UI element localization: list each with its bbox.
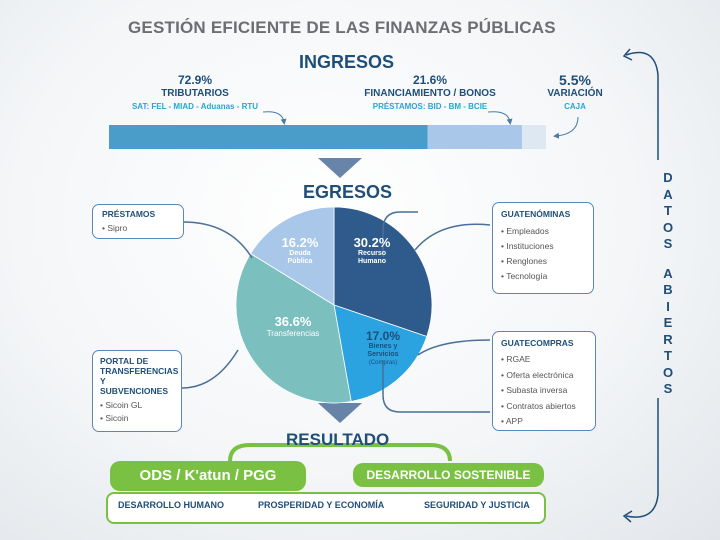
financiamiento-pct: 21.6% — [412, 73, 448, 87]
guatecompras-item: RGAE — [501, 352, 587, 368]
guatecompras-item: Contratos abiertos — [501, 399, 587, 415]
slice-recurso-humano: 30.2% Recurso Humano — [353, 235, 391, 265]
egresos-heading: EGRESOS — [303, 182, 393, 202]
ingresos-bar-variacion — [521, 125, 546, 149]
ingresos-bar-financiamiento — [427, 125, 522, 149]
guatecompras-item: Oferta electrónica — [501, 368, 587, 384]
guatenominas-item: Renglones — [501, 254, 585, 269]
guatenominas-item: Tecnología — [501, 269, 585, 284]
resultado-bracket — [228, 443, 452, 462]
portal-title-2: TRANSFERENCIAS — [100, 366, 179, 376]
guatecompras-title: GUATECOMPRAS — [501, 338, 574, 348]
ods-katun-pgg-banner: ODS / K'atun / PGG — [110, 461, 306, 491]
portal-box: PORTAL DE TRANSFERENCIAS Y SUBVENCIONES … — [92, 350, 182, 432]
desarrollo-humano: DESARROLLO HUMANO — [118, 500, 224, 510]
guatenominas-item: Instituciones — [501, 239, 585, 254]
tributarios-label: TRIBUTARIOS — [161, 88, 229, 99]
guatecompras-box: GUATECOMPRAS RGAE Oferta electrónica Sub… — [492, 331, 596, 431]
guatenominas-item: Empleados — [501, 224, 585, 239]
resultado-heading: RESULTADO — [286, 430, 390, 449]
pie-slice-bienes-servicios — [333, 304, 428, 402]
datos-arrow-bottom — [625, 398, 659, 518]
ingresos-bar-tributarios — [109, 125, 428, 149]
result-outcomes-box: DESARROLLO HUMANO PROSPERIDAD Y ECONOMÍA… — [106, 492, 546, 524]
desarrollo-sostenible-banner: DESARROLLO SOSTENIBLE — [353, 463, 544, 487]
prestamos-box: PRÉSTAMOS Sipro — [92, 204, 184, 239]
guatenominas-connector — [414, 223, 491, 251]
prestamos-item: Sipro — [102, 222, 174, 235]
nominas-bracket — [382, 211, 418, 257]
portal-item: Sicoin — [100, 412, 174, 425]
variacion-label: VARIACIÓN — [547, 88, 603, 99]
guatenominas-title: GUATENÓMINAS — [501, 209, 571, 219]
financiamiento-arrow — [487, 111, 513, 125]
portal-title-3: Y SUBVENCIONES — [100, 376, 169, 396]
tributarios-pct: 72.9% — [177, 73, 213, 87]
ingresos-heading: INGRESOS — [299, 52, 395, 72]
ingresos-bar — [109, 125, 546, 149]
arrow-to-egresos — [318, 158, 362, 178]
financiamiento-sub: PRÉSTAMOS: BID - BM - BCIE — [372, 102, 488, 111]
portal-connector — [181, 349, 239, 389]
variacion-sub: CAJA — [564, 102, 586, 111]
portal-title-1: PORTAL DE — [100, 356, 149, 366]
guatecompras-connector — [417, 339, 491, 356]
guatecompras-item: APP — [501, 414, 587, 430]
tributarios-sub: SAT: FEL - MIAD - Aduanas - RTU — [131, 102, 259, 111]
variacion-pct: 5.5% — [559, 72, 591, 88]
seguridad-justicia: SEGURIDAD Y JUSTICIA — [424, 500, 530, 510]
slice-transferencias: 36.6% Transferencias — [266, 314, 320, 338]
datos-arrow-top — [625, 51, 659, 160]
compras-bracket — [382, 360, 490, 413]
guatenominas-box: GUATENÓMINAS Empleados Instituciones Ren… — [492, 202, 594, 294]
slice-bienes-servicios: 17.0% Bienes y Servicios (Compras) — [365, 329, 401, 366]
pie-slice-recurso-humano — [333, 206, 433, 337]
slice-deuda-publica: 16.2% Deuda Pública — [281, 235, 319, 265]
financiamiento-label: FINANCIAMIENTO / BONOS — [364, 88, 496, 99]
tributarios-arrow — [262, 111, 287, 125]
prosperidad-economia: PROSPERIDAD Y ECONOMÍA — [258, 500, 385, 510]
guatecompras-item: Subasta inversa — [501, 383, 587, 399]
prestamos-connector — [182, 221, 253, 259]
egresos-pie — [235, 206, 433, 404]
portal-item: Sicoin GL — [100, 399, 174, 412]
variacion-arrow — [553, 116, 579, 139]
page-title: GESTIÓN EFICIENTE DE LAS FINANZAS PÚBLIC… — [128, 18, 556, 37]
pie-slice-deuda-publica — [250, 206, 335, 306]
arrow-to-resultado — [318, 403, 362, 423]
pie-slice-transferencias — [235, 252, 352, 404]
prestamos-title: PRÉSTAMOS — [102, 209, 156, 219]
